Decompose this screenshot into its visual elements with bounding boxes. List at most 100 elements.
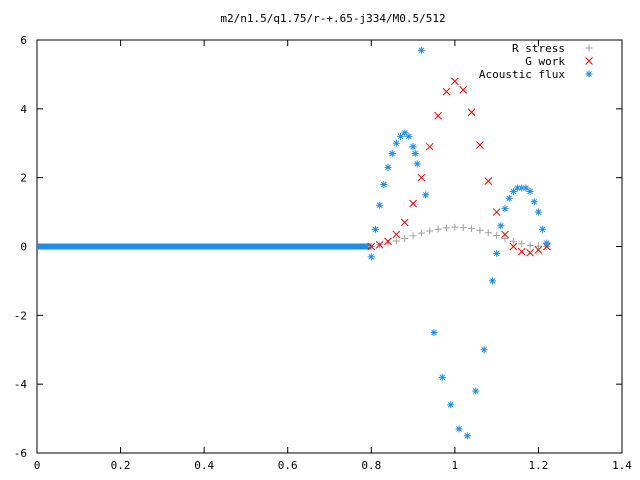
data-point [539, 225, 547, 233]
legend-label: Acoustic flux [479, 68, 565, 81]
data-point [501, 205, 509, 213]
data-point [455, 425, 463, 433]
legend-label: R stress [512, 42, 565, 55]
data-point [492, 208, 501, 216]
data-point [409, 143, 417, 151]
x-tick-label: 1.4 [612, 459, 632, 472]
data-point [534, 246, 543, 254]
data-point [451, 77, 459, 86]
data-point [505, 194, 513, 202]
data-point [397, 132, 405, 140]
data-point [422, 191, 430, 199]
data-point [484, 177, 493, 185]
data-point [442, 87, 451, 96]
data-point [411, 150, 419, 158]
data-point [480, 346, 488, 354]
data-point [459, 86, 468, 94]
legend-marker [585, 44, 593, 52]
data-point [463, 432, 471, 440]
data-point [526, 241, 534, 249]
data-point [488, 277, 496, 285]
data-point [371, 225, 379, 233]
data-point [409, 199, 417, 208]
data-point [434, 111, 442, 120]
data-point [459, 224, 467, 232]
data-point [438, 373, 446, 381]
data-point [517, 247, 526, 256]
x-tick-label: 1 [452, 459, 459, 472]
data-point [392, 139, 400, 147]
data-point [526, 187, 534, 195]
data-point [384, 237, 392, 246]
data-point [476, 226, 484, 234]
data-point [509, 237, 517, 245]
data-point [400, 218, 409, 227]
data-point [509, 242, 518, 251]
data-point [484, 229, 492, 237]
data-point [467, 108, 476, 117]
y-tick-label: 4 [20, 103, 27, 116]
x-tick-label: 0.4 [194, 459, 214, 472]
data-point [384, 163, 392, 171]
data-point [392, 237, 400, 245]
data-point [443, 224, 450, 232]
data-point [405, 132, 413, 140]
y-tick-label: 0 [20, 241, 27, 254]
series-g-work [367, 77, 551, 257]
data-point [493, 249, 501, 257]
legend-marker [585, 57, 593, 65]
data-point [409, 232, 417, 240]
data-point [543, 239, 551, 247]
data-point [417, 46, 425, 54]
data-point [468, 225, 476, 233]
data-point [522, 184, 530, 192]
data-point [509, 187, 517, 195]
data-point [367, 253, 375, 261]
legend-marker [585, 70, 593, 78]
x-tick-label: 0.6 [278, 459, 298, 472]
x-tick-label: 1.2 [528, 459, 548, 472]
data-point [451, 223, 459, 231]
x-tick-label: 0 [34, 459, 41, 472]
y-tick-label: 6 [20, 34, 27, 47]
y-tick-label: -2 [14, 309, 27, 322]
data-point [425, 142, 434, 151]
data-point [497, 222, 505, 230]
data-point [375, 240, 384, 249]
data-point [501, 235, 509, 243]
x-tick-label: 0.8 [361, 459, 381, 472]
data-point [501, 230, 509, 239]
data-point [417, 229, 425, 237]
y-tick-label: -6 [14, 447, 27, 460]
series-acoustic-flux [367, 46, 551, 440]
data-point [426, 227, 434, 235]
data-point [534, 208, 542, 216]
data-point [530, 198, 538, 206]
data-point [476, 141, 484, 149]
y-tick-label: 2 [20, 172, 27, 185]
data-point [518, 240, 526, 248]
x-tick-label: 0.2 [111, 459, 131, 472]
data-point [392, 230, 401, 239]
series-layer [37, 46, 551, 440]
series-r-stress [367, 223, 551, 250]
data-point [514, 184, 522, 192]
data-point [401, 235, 409, 243]
data-point [413, 160, 421, 168]
data-point [534, 242, 542, 250]
y-tick-label: -4 [14, 378, 28, 391]
data-point [380, 181, 388, 189]
data-point [434, 225, 442, 233]
data-point [384, 239, 392, 247]
data-point [376, 201, 384, 209]
data-point [518, 184, 526, 192]
data-point [472, 387, 480, 395]
data-point [447, 401, 455, 409]
data-point [388, 150, 396, 158]
data-point [430, 329, 438, 337]
data-point [493, 231, 501, 239]
data-point [367, 242, 376, 251]
data-point [401, 129, 409, 137]
